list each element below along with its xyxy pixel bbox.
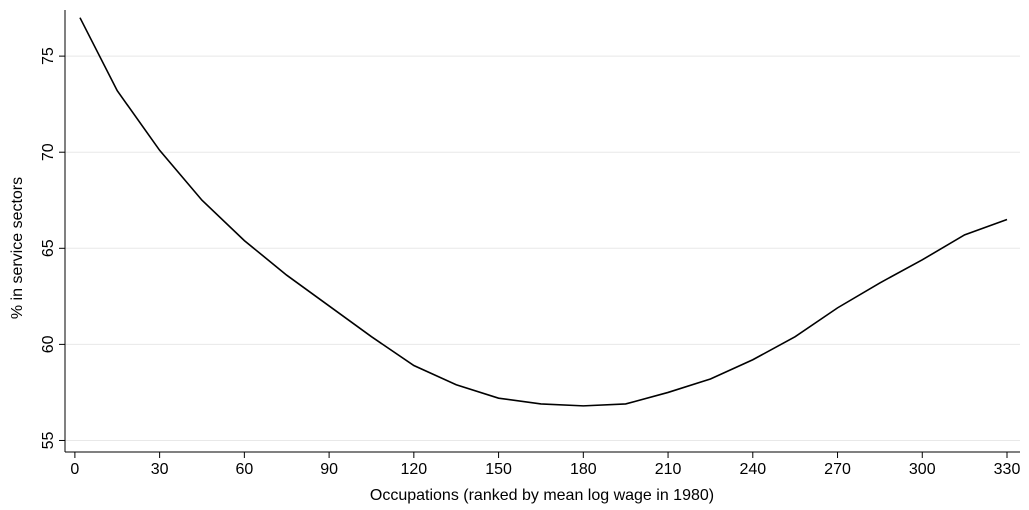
data-line: [79, 17, 1008, 407]
x-tick-label: 150: [485, 461, 512, 478]
y-tick-label: 70: [40, 143, 57, 161]
x-axis-label: Occupations (ranked by mean log wage in …: [370, 487, 714, 504]
y-axis-label: % in service sectors: [9, 177, 26, 319]
x-tick-label: 300: [909, 461, 936, 478]
y-tick-label: 60: [40, 335, 57, 353]
x-tick-label: 0: [70, 461, 79, 478]
x-tick-label: 90: [320, 461, 338, 478]
x-tick-label: 30: [151, 461, 169, 478]
x-tick-label: 270: [824, 461, 851, 478]
x-tick-label: 180: [570, 461, 597, 478]
y-tick-label: 75: [40, 47, 57, 65]
x-tick-label: 240: [739, 461, 766, 478]
x-tick-label: 60: [235, 461, 253, 478]
x-tick-label: 330: [994, 461, 1021, 478]
y-tick-label: 55: [40, 431, 57, 449]
x-tick-label: 210: [655, 461, 682, 478]
x-tick-label: 120: [400, 461, 427, 478]
y-tick-label: 65: [40, 239, 57, 257]
